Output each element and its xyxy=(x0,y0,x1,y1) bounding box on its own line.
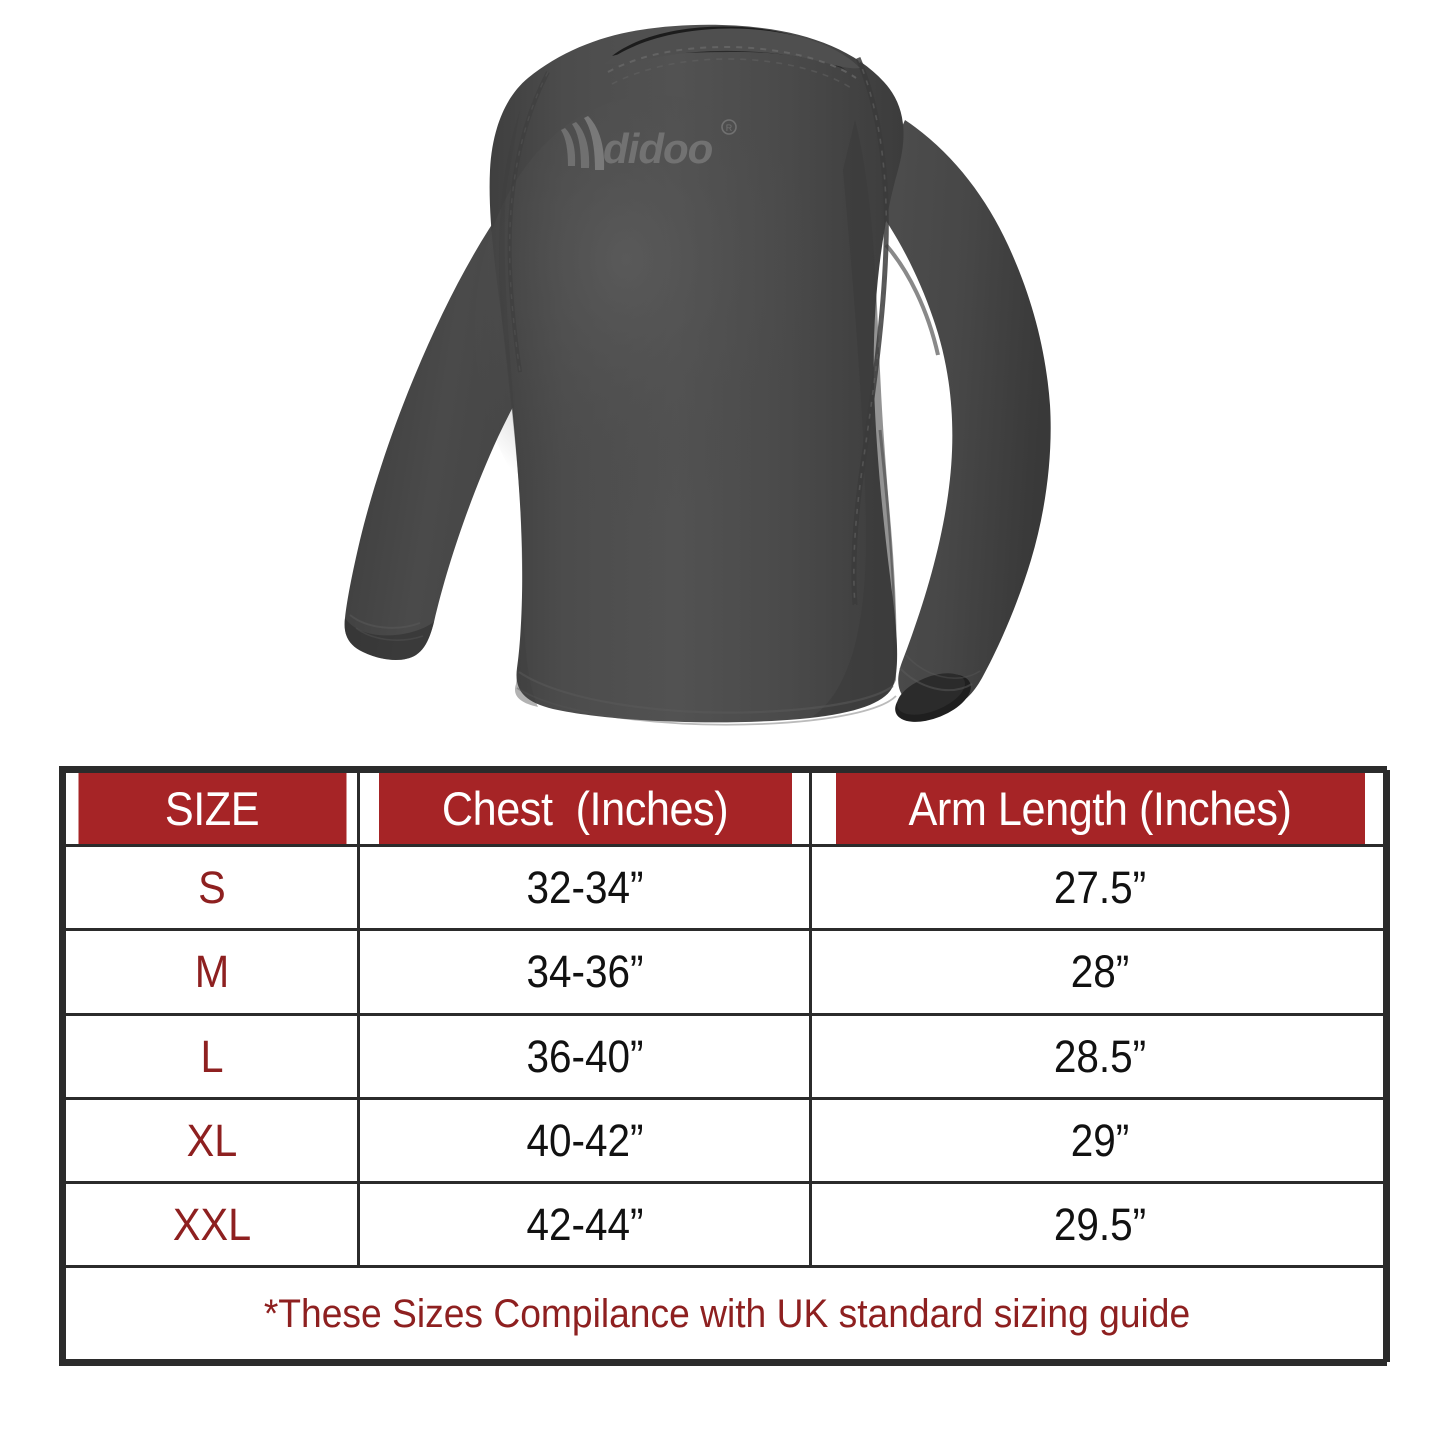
arm-length-value-xxl: 29.5” xyxy=(838,1181,1361,1269)
raglan-seams xyxy=(507,57,940,661)
arm-length-value-m: 28” xyxy=(838,928,1361,1016)
table-row: L 36-40” 28.5” xyxy=(65,1012,1389,1100)
bottom-hem xyxy=(516,671,897,726)
size-label-s: S xyxy=(74,843,349,932)
table-row: XL 40-42” 29” xyxy=(65,1096,1389,1185)
table-header-row: SIZE Chest (Inches) Arm Length (Inches) xyxy=(65,770,1389,847)
size-label-xxl: XXL xyxy=(74,1181,349,1269)
arm-length-value-s: 27.5” xyxy=(838,843,1361,932)
brand-logo: didoo R xyxy=(561,116,737,172)
column-header-chest: Chest (Inches) xyxy=(375,770,794,847)
column-header-arm-length: Arm Length (Inches) xyxy=(832,770,1367,847)
size-chart-table: SIZE Chest (Inches) Arm Length (Inches) … xyxy=(59,766,1387,1366)
size-chart-footnote: *These Sizes Compilance with UK standard… xyxy=(109,1265,1344,1362)
chest-value-s: 32-34” xyxy=(379,843,790,932)
chest-value-m: 34-36” xyxy=(379,928,790,1016)
table-row: XXL 42-44” 29.5” xyxy=(65,1181,1389,1269)
product-photo: didoo R xyxy=(344,24,1051,726)
table-row: S 32-34” 27.5” xyxy=(65,843,1389,932)
registered-trademark-icon: R xyxy=(726,123,733,133)
size-label-l: L xyxy=(74,1012,349,1100)
arm-length-value-xl: 29” xyxy=(838,1096,1361,1185)
arm-length-value-l: 28.5” xyxy=(838,1012,1361,1100)
right-sleeve xyxy=(870,120,1051,722)
chest-value-l: 36-40” xyxy=(379,1012,790,1100)
chest-value-xl: 40-42” xyxy=(379,1096,790,1185)
shirt-body xyxy=(475,24,904,723)
chest-value-xxl: 42-44” xyxy=(379,1181,790,1269)
brand-wordmark: didoo xyxy=(603,125,713,172)
size-label-m: M xyxy=(74,928,349,1016)
column-header-size: SIZE xyxy=(74,770,349,847)
size-label-xl: XL xyxy=(74,1096,349,1185)
table-row: M 34-36” 28” xyxy=(65,928,1389,1016)
table-footnote-row: *These Sizes Compilance with UK standard… xyxy=(65,1265,1389,1362)
collar xyxy=(604,26,860,91)
